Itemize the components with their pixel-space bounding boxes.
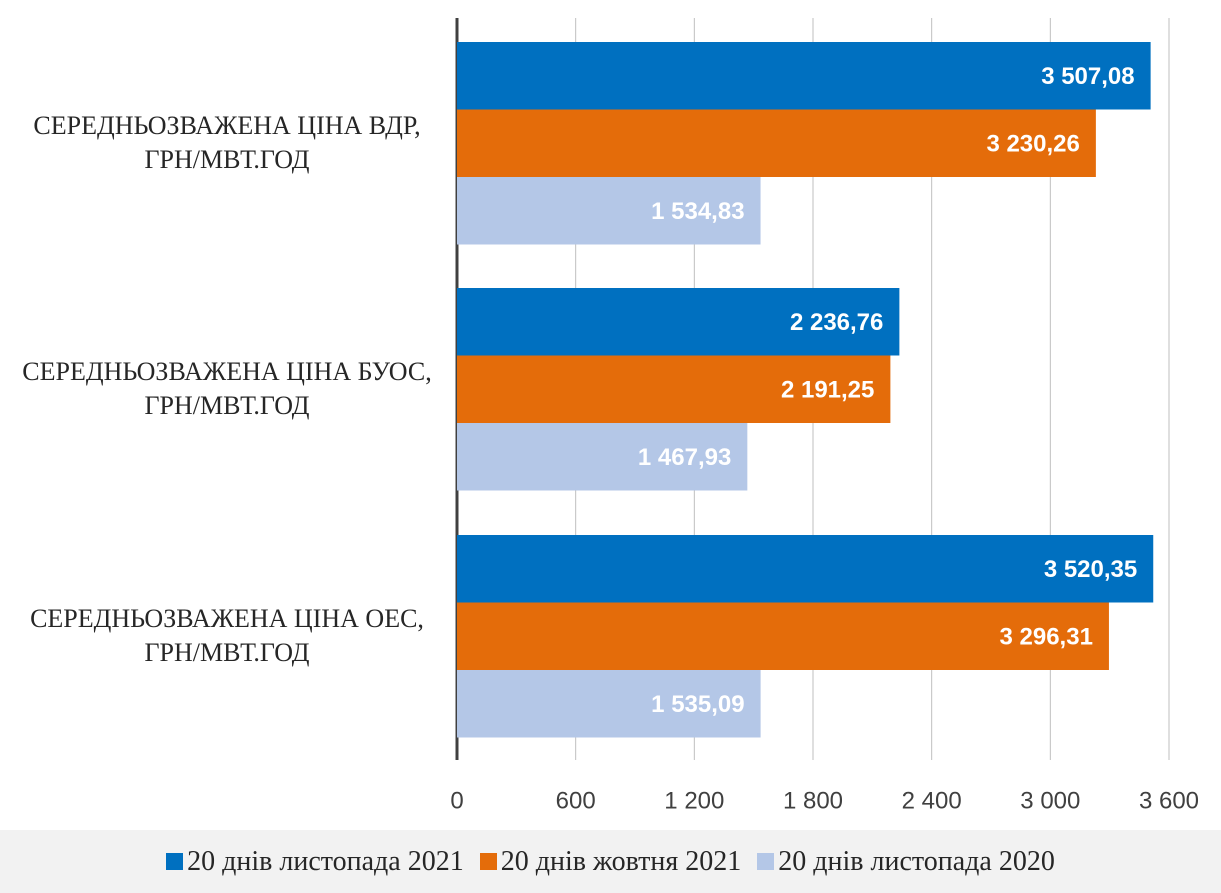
- legend-label: 20 днів жовтня 2021: [500, 845, 742, 877]
- x-tick-label: 600: [556, 787, 596, 814]
- data-label: 2 236,76: [790, 309, 883, 336]
- legend-swatch: [479, 853, 497, 870]
- category-label: СЕРЕДНЬОЗВАЖЕНА ЦІНА ОЕС, ГРН/МВТ.ГОД: [30, 604, 424, 668]
- x-tick-label: 3 000: [1020, 787, 1080, 814]
- data-label: 3 507,08: [1041, 63, 1134, 90]
- legend: 20 днів листопада 2021 20 днів жовтня 202…: [0, 830, 1221, 893]
- bar: [457, 670, 761, 738]
- x-tick-label: 2 400: [902, 787, 962, 814]
- bar: [457, 535, 1154, 603]
- chart: 0 600 1 200 1 800 2 400 3 000 3 600 3 507,08 3 2…: [450, 18, 1199, 814]
- data-label: 3 230,26: [986, 131, 1079, 158]
- bar: [457, 177, 761, 245]
- legend-item: 20 днів жовтня 2021: [479, 845, 742, 878]
- data-label: 1 467,93: [638, 444, 731, 471]
- legend-swatch: [757, 853, 775, 870]
- legend-label: 20 днів листопада 2021: [187, 845, 464, 877]
- legend-item: 20 днів листопада 2020: [757, 846, 1055, 878]
- data-label: 2 191,25: [781, 377, 874, 404]
- legend-item: 20 днів листопада 2021: [166, 846, 464, 878]
- bar: [457, 42, 1151, 110]
- legend-label: 20 днів листопада 2020: [778, 845, 1055, 877]
- bar: [457, 288, 900, 356]
- category-label: СЕРЕДНЬОЗВАЖЕНА ЦІНА ВДР, ГРН/МВТ.ГОД: [33, 111, 421, 175]
- x-tick-label: 3 600: [1139, 787, 1199, 814]
- data-label: 1 534,83: [651, 198, 744, 225]
- bar: [457, 423, 748, 491]
- x-tick-label: 0: [450, 787, 463, 814]
- bar: [457, 355, 891, 423]
- category-label: СЕРЕДНЬОЗВАЖЕНА ЦІНА БУОС, ГРН/МВТ.ГОД: [22, 357, 432, 421]
- x-tick-label: 1 800: [783, 787, 843, 814]
- bar: [457, 602, 1109, 670]
- data-label: 3 520,35: [1044, 556, 1137, 583]
- legend-swatch: [166, 853, 184, 870]
- data-label: 3 296,31: [1000, 624, 1093, 651]
- data-label: 1 535,09: [651, 691, 744, 718]
- x-tick-label: 1 200: [664, 787, 724, 814]
- bar: [457, 109, 1096, 177]
